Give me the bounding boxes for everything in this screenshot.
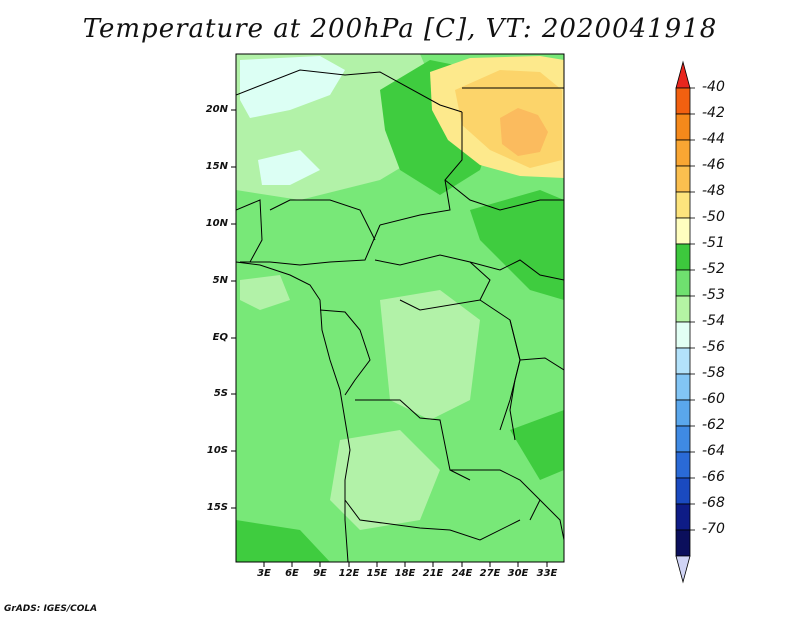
lat-label-15n: 15N [205,161,228,172]
colorbar-top-triangle [675,60,691,89]
light-zone-south [330,430,440,530]
dark-zone-east [470,190,564,300]
light-zone-central [380,290,480,420]
lat-label-10s: 10S [206,445,228,456]
lon-label-27e: 27E [479,568,501,579]
colorbar-label-15: -64 [702,443,725,459]
dark-zone-south [236,520,330,562]
colorbar-swatch-15 [675,451,691,479]
lon-label-12e: 12E [338,568,360,579]
light-zone-west [240,275,290,310]
colorbar-label-8: -52 [702,261,725,277]
colorbar-label-4: -46 [702,157,725,173]
colorbar-label-18: -70 [702,521,725,537]
colorbar-swatch-1 [675,87,691,115]
border-tanzania [519,357,564,371]
lon-label-24e: 24E [451,568,473,579]
lon-label-30e: 30E [507,568,529,579]
palest-zone-northwest [240,56,345,118]
colorbar-swatch-16 [675,477,691,505]
colorbar-label-16: -66 [702,469,725,485]
border-west-coast [236,199,263,263]
colorbar-label-17: -68 [702,495,725,511]
orange-zone [500,108,548,156]
colorbar-swatch-18 [675,529,691,557]
palest-zone-northwest-2 [258,150,320,185]
map-plot [236,54,564,562]
lat-label-15s: 15S [206,502,228,513]
colorbar-swatch-5 [675,191,691,219]
border-east-lakes [509,319,521,441]
lon-label-3e: 3E [257,568,271,579]
colorbar-label-13: -60 [702,391,725,407]
colorbar-label-9: -53 [702,287,725,303]
border-congo [319,309,371,396]
lat-label-20n: 20N [205,104,228,115]
border-nigeria [269,199,376,241]
y-ticks [231,109,236,509]
coast-west [236,261,351,562]
colorbar-swatch-8 [675,269,691,297]
colorbar-label-7: -51 [702,235,725,251]
colorbar-swatch-9 [675,295,691,323]
border-sudan [444,179,564,211]
colorbar-swatch-14 [675,425,691,453]
colorbar-swatch-3 [675,139,691,167]
border-niger-chad [240,224,381,266]
map-frame [235,53,565,563]
footer-credit: GrADS: IGES/COLA [4,604,98,614]
lat-label-5s: 5S [213,388,228,399]
colorbar-label-11: -56 [702,339,725,355]
border-zambia [450,469,541,521]
chart-title: Temperature at 200hPa [C], VT: 202004191… [82,14,718,44]
lon-label-33e: 33E [536,568,558,579]
x-ticks [263,562,548,567]
colorbar-label-1: -40 [702,79,725,95]
lat-label-eq: EQ [212,332,228,343]
colorbar-label-10: -54 [702,313,725,329]
country-borders [236,69,564,562]
dark-zone-southeast [510,410,564,480]
border-car [374,254,491,301]
colorbar-swatch-7 [675,243,691,271]
colorbar-label-5: -48 [702,183,725,199]
colorbar-swatch-17 [675,503,691,531]
border-sahara [236,69,463,113]
border-libya-egypt [379,112,463,226]
colorbar-swatch-12 [675,373,691,401]
colorbar [675,60,695,584]
lat-label-5n: 5N [212,275,228,286]
lon-label-15e: 15E [366,568,388,579]
border-south-sudan [469,259,564,281]
lon-label-21e: 21E [422,568,444,579]
colorbar-label-2: -42 [702,105,725,121]
colorbar-swatch-13 [675,399,691,427]
colorbar-swatch-2 [675,113,691,141]
lon-label-18e: 18E [394,568,416,579]
colorbar-swatch-4 [675,165,691,193]
colorbar-swatch-10 [675,321,691,349]
colorbar-label-12: -58 [702,365,725,381]
colorbar-swatch-11 [675,347,691,375]
lat-label-10n: 10N [205,218,228,229]
colorbar-bottom-triangle [675,555,691,584]
colorbar-label-3: -44 [702,131,725,147]
colorbar-label-14: -62 [702,417,725,433]
colorbar-swatch-6 [675,217,691,245]
border-namibia [344,499,521,541]
border-angola [355,399,471,481]
lon-label-6e: 6E [285,568,299,579]
colorbar-label-6: -50 [702,209,725,225]
border-mozambique [539,499,564,541]
lon-label-9e: 9E [313,568,327,579]
